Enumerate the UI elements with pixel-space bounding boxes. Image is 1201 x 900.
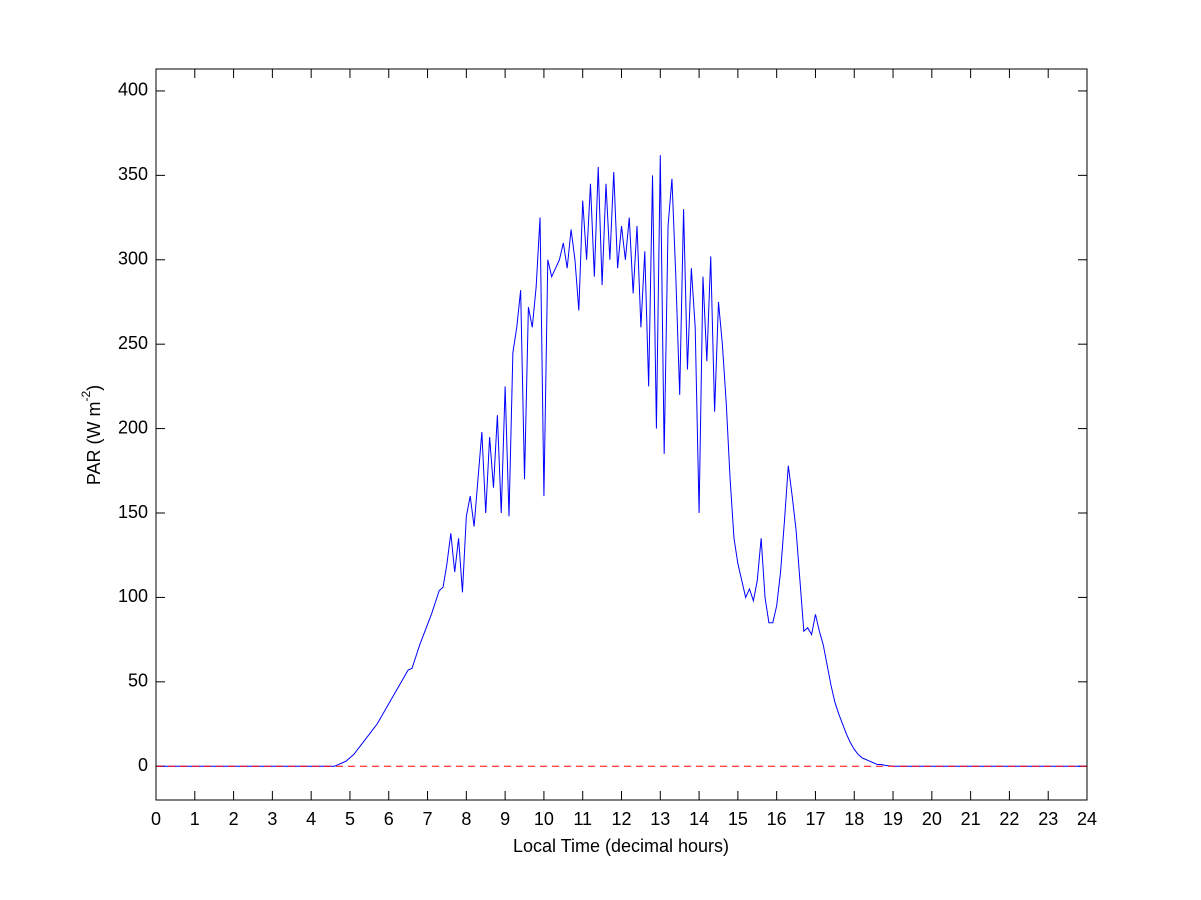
x-tick-label: 8 [461, 809, 471, 829]
x-tick-label: 21 [961, 809, 981, 829]
x-tick-label: 5 [345, 809, 355, 829]
x-tick-label: 19 [883, 809, 903, 829]
x-tick-label: 3 [267, 809, 277, 829]
x-tick-label: 1 [190, 809, 200, 829]
x-tick-label: 11 [573, 809, 592, 829]
y-tick-label: 0 [138, 755, 148, 775]
x-tick-label: 13 [650, 809, 670, 829]
x-tick-label: 22 [999, 809, 1019, 829]
y-tick-label: 300 [118, 249, 148, 269]
x-tick-label: 23 [1038, 809, 1058, 829]
x-tick-label: 7 [423, 809, 433, 829]
plot-frame [155, 68, 1088, 801]
x-tick-label: 14 [689, 809, 709, 829]
y-tick-label: 50 [128, 671, 148, 691]
x-tick-label: 9 [500, 809, 510, 829]
x-tick-label: 2 [229, 809, 239, 829]
y-tick-label: 250 [118, 333, 148, 353]
x-tick-label: 0 [151, 809, 161, 829]
x-tick-label: 18 [844, 809, 864, 829]
x-axis-label: Local Time (decimal hours) [513, 836, 729, 856]
data-line [156, 155, 1087, 767]
y-tick-label: 100 [118, 586, 148, 606]
x-tick-label: 12 [611, 809, 631, 829]
x-tick-label: 20 [922, 809, 942, 829]
y-tick-label: 350 [118, 164, 148, 184]
x-tick-label: 10 [534, 809, 554, 829]
y-tick-label: 400 [118, 80, 148, 100]
y-label-end: ) [84, 385, 104, 391]
x-tick-label: 6 [384, 809, 394, 829]
x-tick-label: 4 [306, 809, 316, 829]
y-axis-label: PAR (W m-2) [79, 385, 104, 485]
y-label-main: PAR (W m [84, 402, 104, 486]
y-tick-label: 200 [118, 417, 148, 437]
y-tick-label: 150 [118, 502, 148, 522]
x-tick-label: 16 [767, 809, 787, 829]
x-tick-label: 17 [805, 809, 825, 829]
x-tick-label: 15 [728, 809, 748, 829]
y-label-sup: -2 [79, 391, 93, 402]
x-tick-label: 24 [1077, 809, 1097, 829]
